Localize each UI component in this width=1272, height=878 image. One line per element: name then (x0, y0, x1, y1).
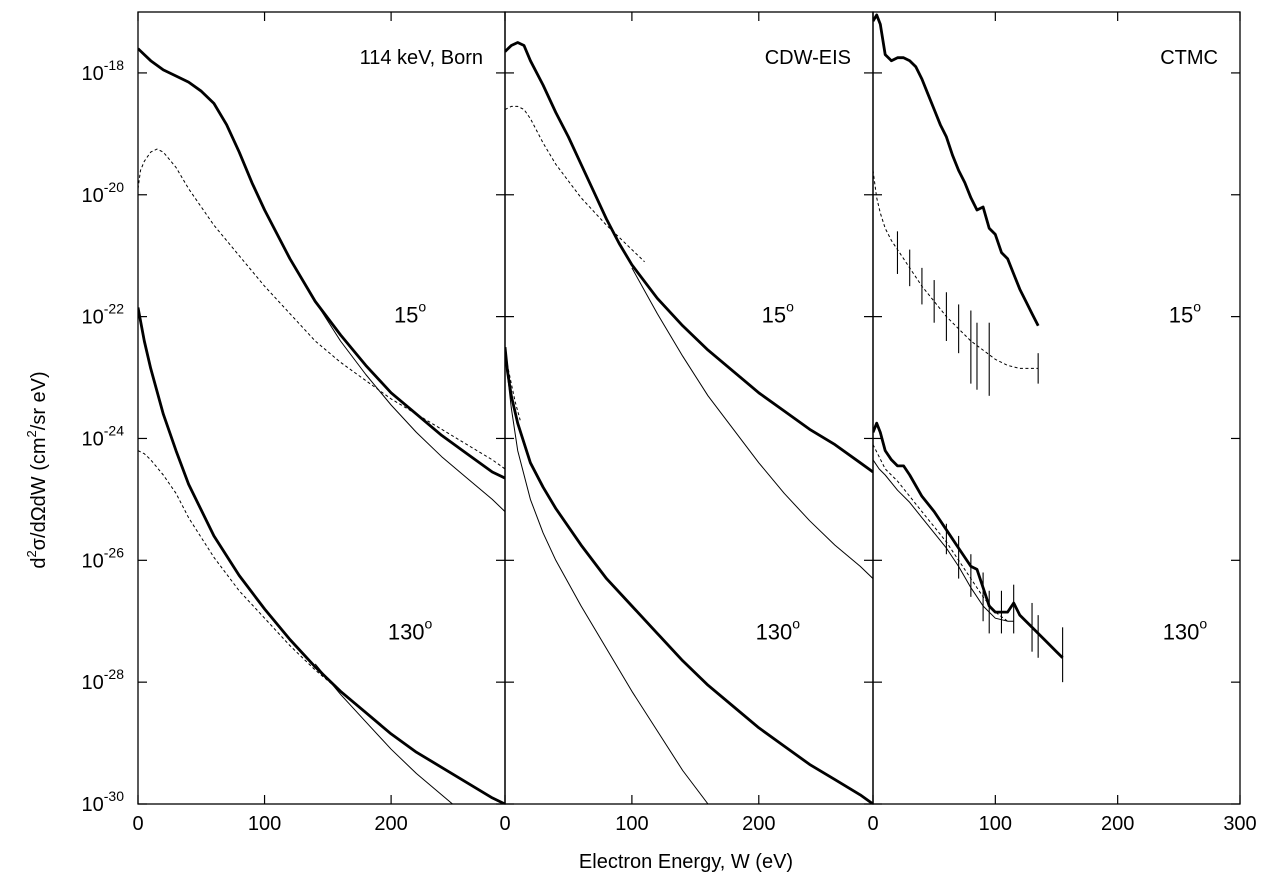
series-line-dashed (505, 105, 645, 263)
x-tick-label: 200 (1101, 813, 1134, 835)
panel-curves (873, 13, 1064, 683)
degree-symbol: o (792, 615, 800, 631)
y-tick-label: 10-24 (82, 422, 125, 450)
y-tick-base: 10 (82, 63, 104, 85)
y-tick-base: 10 (82, 794, 104, 816)
panel-title: CTMC (1160, 47, 1218, 69)
series-line-dashed (138, 148, 505, 470)
panel-frame (872, 11, 1241, 805)
degree-symbol: o (786, 299, 794, 315)
y-tick-exponent: -30 (104, 788, 124, 804)
y-tick-base: 10 (82, 185, 104, 207)
panels-layer: 114 keV, Born15o130o10-1810-2010-2210-24… (82, 11, 1257, 835)
y-tick-base: 10 (82, 307, 104, 329)
angle-label: 15o (762, 299, 794, 328)
x-tick-label: 300 (1223, 813, 1256, 835)
degree-symbol: o (1193, 299, 1201, 315)
y-tick-base: 10 (82, 672, 104, 694)
series-line-thick (873, 421, 1064, 659)
y-tick-exponent: -26 (104, 544, 124, 560)
y-tick-label: 10-20 (82, 179, 125, 207)
series-line-thin (314, 663, 454, 804)
series-line-thin (505, 353, 709, 804)
y-tick-label: 10-30 (82, 788, 125, 816)
y-label-sup2: 2 (24, 430, 39, 437)
series-line-thin (314, 301, 505, 512)
y-tick-label: 10-22 (82, 301, 125, 329)
series-line-dashed (138, 450, 505, 804)
y-tick-exponent: -20 (104, 179, 124, 195)
angle-value: 15 (762, 303, 786, 328)
y-label-suffix: /sr eV) (28, 371, 50, 430)
y-tick-label: 10-28 (82, 666, 125, 694)
y-label-prefix: d (28, 558, 50, 569)
y-tick-exponent: -18 (104, 57, 124, 73)
angle-label: 15o (1169, 299, 1201, 328)
angle-label: 130o (756, 615, 801, 644)
panel-title: 114 keV, Born (360, 47, 483, 69)
panel-curves (505, 41, 873, 804)
panel-frame (504, 11, 874, 805)
series-line-thick (505, 41, 873, 474)
series-line-thin (631, 267, 873, 579)
y-tick-exponent: -28 (104, 666, 124, 682)
x-axis-label: Electron Energy, W (eV) (579, 851, 793, 873)
angle-value: 130 (388, 619, 425, 644)
x-tick-label: 0 (499, 813, 510, 835)
degree-symbol: o (1199, 615, 1207, 631)
x-tick-label: 100 (979, 813, 1012, 835)
angle-label: 130o (388, 615, 433, 644)
y-tick-base: 10 (82, 550, 104, 572)
x-tick-label: 200 (742, 813, 775, 835)
degree-symbol: o (418, 299, 426, 315)
angle-value: 15 (1169, 303, 1193, 328)
series-line-dashed (873, 170, 1039, 369)
series-line-thick (138, 47, 505, 480)
x-tick-label: 100 (248, 813, 281, 835)
series-line-dashed (505, 353, 521, 421)
y-tick-base: 10 (82, 428, 104, 450)
series-line-thick (138, 307, 505, 804)
y-axis-label: d2σ/dΩdW (cm2/sr eV) (24, 371, 50, 568)
panel-curves (138, 47, 505, 804)
panel-title: CDW-EIS (765, 47, 851, 69)
y-tick-label: 10-18 (82, 57, 125, 85)
y-tick-label: 10-26 (82, 544, 125, 572)
y-label-mid: σ/dΩdW (cm (28, 437, 50, 550)
x-tick-label: 200 (374, 813, 407, 835)
panel-frame (137, 11, 506, 805)
series-line-thick (873, 13, 1040, 327)
y-tick-exponent: -24 (104, 422, 124, 438)
angle-value: 15 (394, 303, 418, 328)
angle-value: 130 (756, 619, 793, 644)
series-line-dashed (873, 444, 1008, 622)
x-tick-label: 0 (867, 813, 878, 835)
x-tick-label: 0 (132, 813, 143, 835)
angle-label: 130o (1163, 615, 1208, 644)
angle-label: 15o (394, 299, 426, 328)
x-tick-label: 100 (615, 813, 648, 835)
svg-text:d2σ/dΩdW (cm2/sr eV): d2σ/dΩdW (cm2/sr eV) (24, 371, 50, 568)
series-line-thin (873, 459, 1014, 622)
degree-symbol: o (425, 615, 433, 631)
series-line-thick (505, 346, 873, 804)
angle-value: 130 (1163, 619, 1200, 644)
y-label-sup1: 2 (24, 550, 39, 557)
y-tick-exponent: -22 (104, 301, 124, 317)
